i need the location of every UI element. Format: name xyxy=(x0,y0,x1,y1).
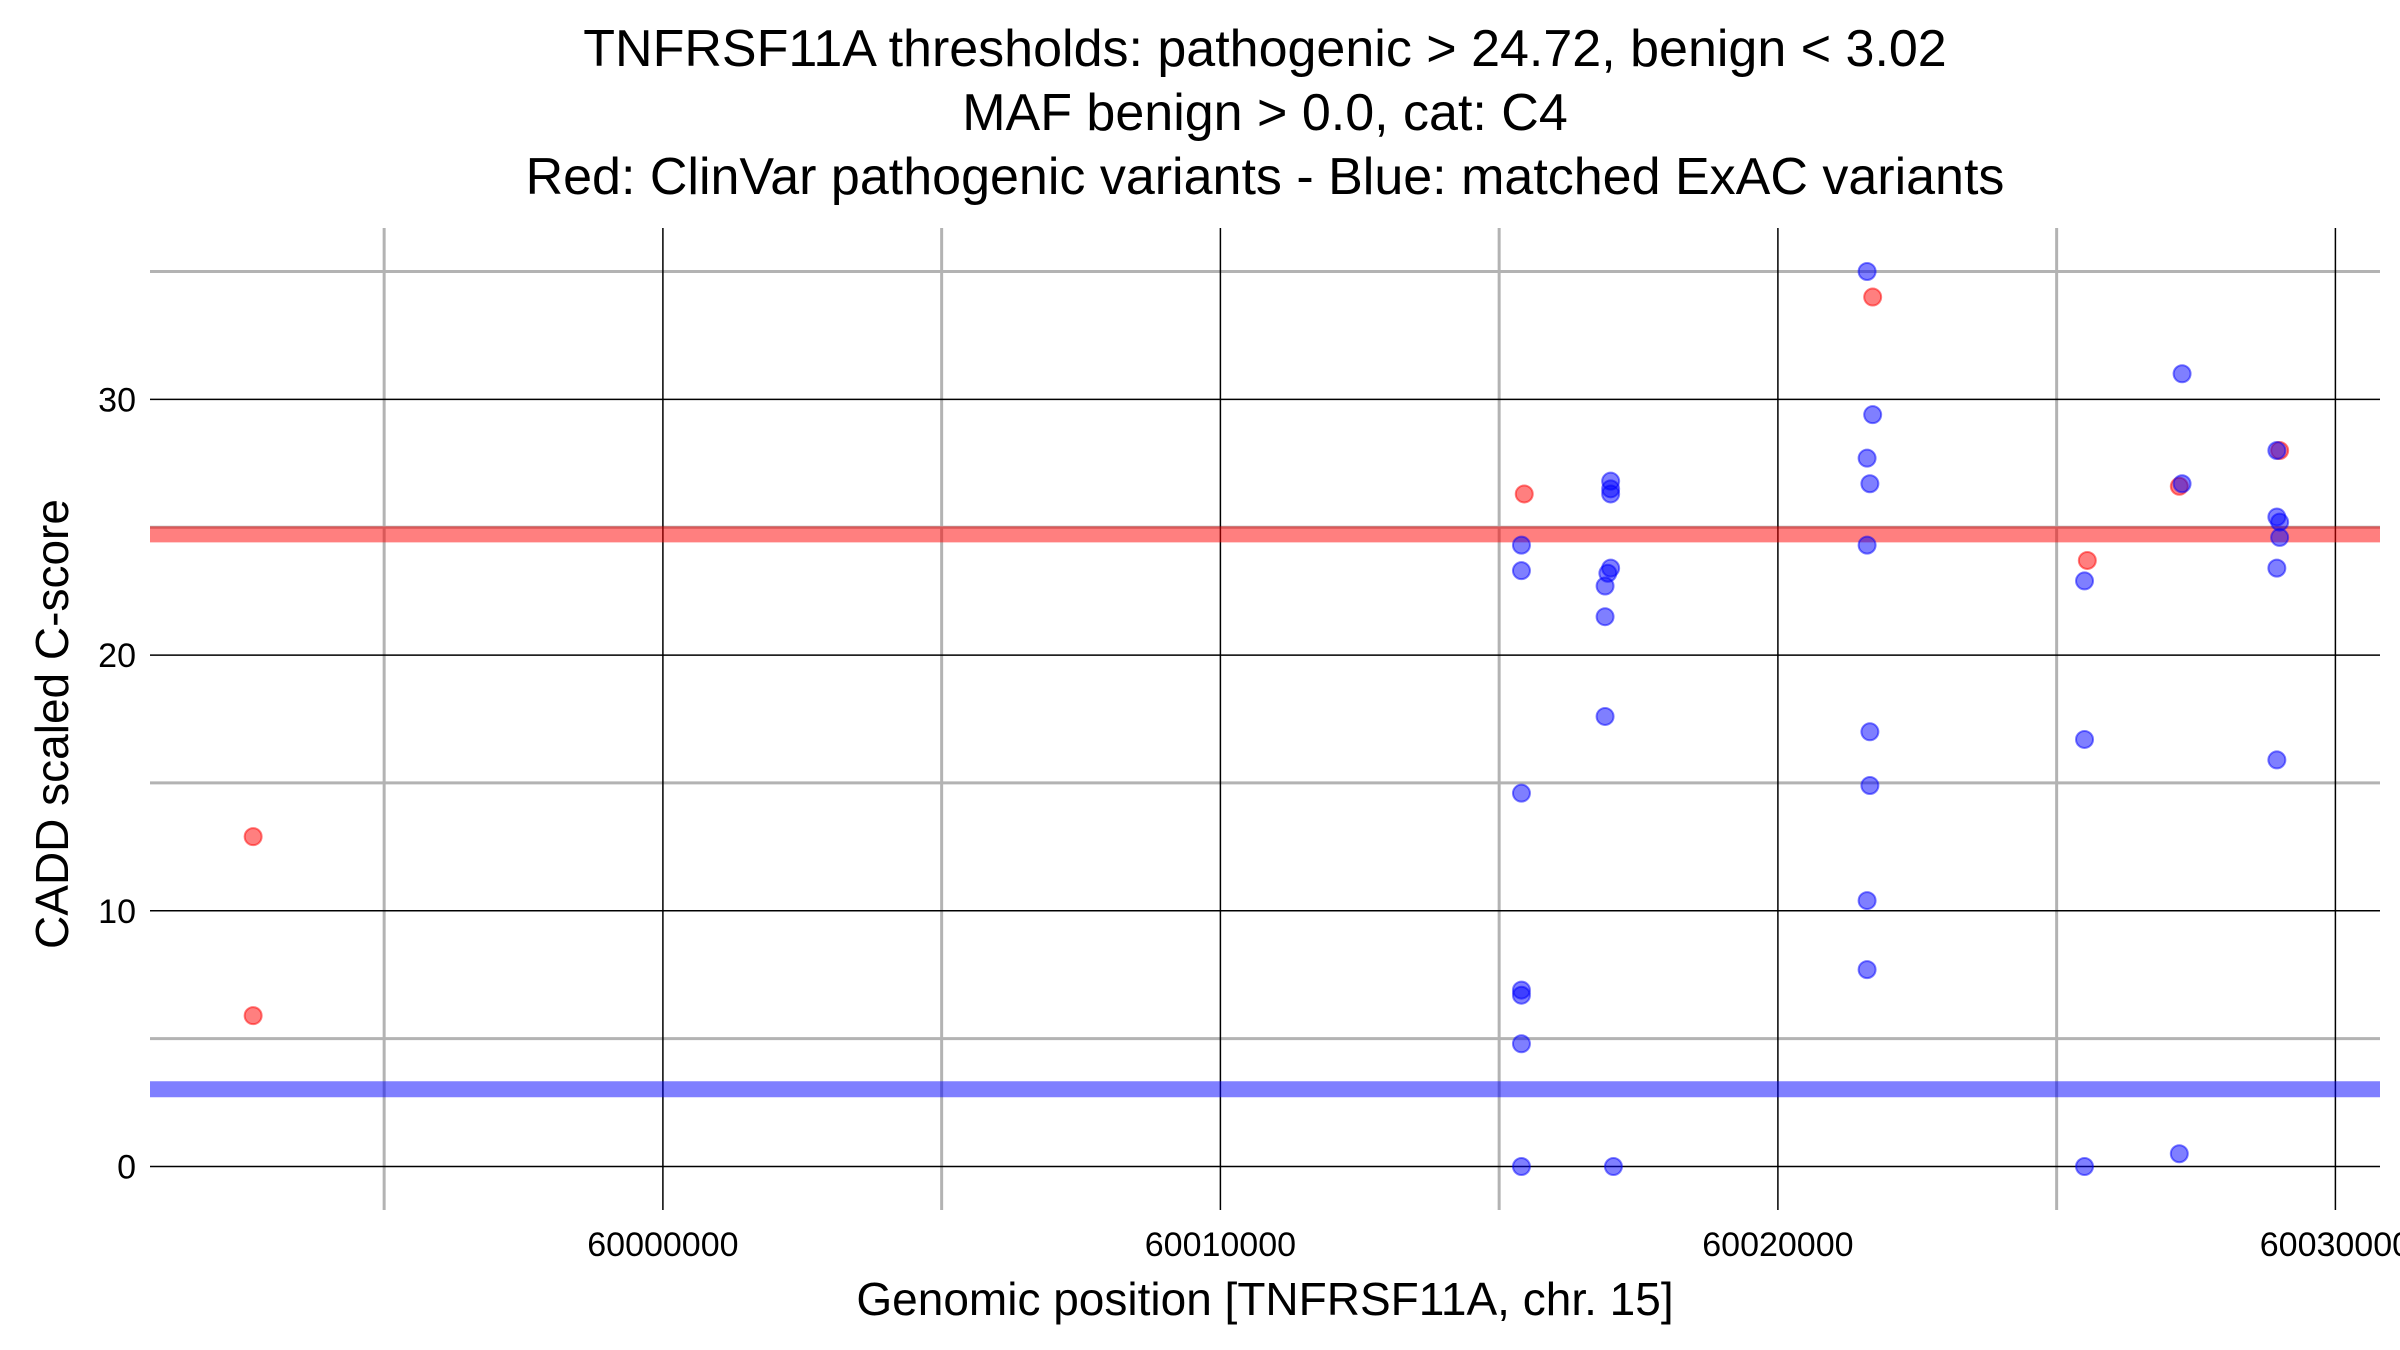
y-axis-ticks: 0 10 20 30 xyxy=(98,381,136,1186)
point-s1-23 xyxy=(1857,891,1877,911)
point-s0-1 xyxy=(243,1006,263,1026)
point-s1-15 xyxy=(1603,1157,1623,1177)
chart-title: TNFRSF11A thresholds: pathogenic > 24.72… xyxy=(526,20,2005,206)
point-s1-13 xyxy=(1595,607,1615,627)
title-line-3: Red: ClinVar pathogenic variants - Blue:… xyxy=(526,148,2005,206)
point-s1-12 xyxy=(1595,576,1615,596)
x-tick-label-0: 60000000 xyxy=(587,1226,738,1264)
point-s1-31 xyxy=(2267,440,2287,460)
point-s1-9 xyxy=(1601,484,1621,504)
point-s1-26 xyxy=(2075,729,2095,749)
point-s1-1 xyxy=(1511,561,1531,581)
point-s1-0 xyxy=(1511,535,1531,555)
y-tick-label-0: 0 xyxy=(117,1149,136,1187)
major-gridlines xyxy=(150,228,2380,1210)
data-points xyxy=(243,261,2290,1177)
point-s1-34 xyxy=(2270,527,2290,547)
point-s1-4 xyxy=(1511,985,1531,1005)
title-line-1: TNFRSF11A thresholds: pathogenic > 24.72… xyxy=(583,20,1946,78)
point-s1-19 xyxy=(1860,474,1880,494)
point-s1-36 xyxy=(2267,750,2287,770)
y-tick-label-1: 10 xyxy=(98,893,136,931)
point-s1-22 xyxy=(1860,775,1880,795)
x-tick-label-3: 60030000 xyxy=(2260,1226,2400,1264)
point-s0-3 xyxy=(1863,287,1883,307)
point-s0-2 xyxy=(1514,484,1534,504)
point-s1-29 xyxy=(2172,474,2192,494)
x-axis-ticks: 60000000 60010000 60020000 60030000 xyxy=(587,1226,2400,1264)
point-s1-30 xyxy=(2169,1144,2189,1164)
point-s1-5 xyxy=(1511,1034,1531,1054)
point-s1-24 xyxy=(1857,960,1877,980)
point-s1-16 xyxy=(1857,261,1877,281)
point-s1-6 xyxy=(1511,1157,1531,1177)
y-axis-title: CADD scaled C-score xyxy=(26,499,78,949)
point-s1-18 xyxy=(1857,448,1877,468)
point-s1-21 xyxy=(1860,722,1880,742)
minor-gridlines xyxy=(150,228,2380,1210)
point-s0-0 xyxy=(243,827,263,847)
x-tick-label-2: 60020000 xyxy=(1702,1226,1853,1264)
title-line-2: MAF benign > 0.0, cat: C4 xyxy=(962,84,1568,142)
point-s1-20 xyxy=(1857,535,1877,555)
y-tick-label-3: 30 xyxy=(98,381,136,419)
x-tick-label-1: 60010000 xyxy=(1145,1226,1296,1264)
point-s1-17 xyxy=(1863,405,1883,425)
point-s1-14 xyxy=(1595,706,1615,726)
x-axis-title: Genomic position [TNFRSF11A, chr. 15] xyxy=(856,1273,1673,1325)
point-s1-2 xyxy=(1511,783,1531,803)
point-s0-4 xyxy=(2077,550,2097,570)
point-s1-28 xyxy=(2172,364,2192,384)
point-s1-25 xyxy=(2075,571,2095,591)
point-s1-27 xyxy=(2075,1157,2095,1177)
y-tick-label-2: 20 xyxy=(98,637,136,675)
point-s1-35 xyxy=(2267,558,2287,578)
threshold-lines xyxy=(150,526,2380,1098)
